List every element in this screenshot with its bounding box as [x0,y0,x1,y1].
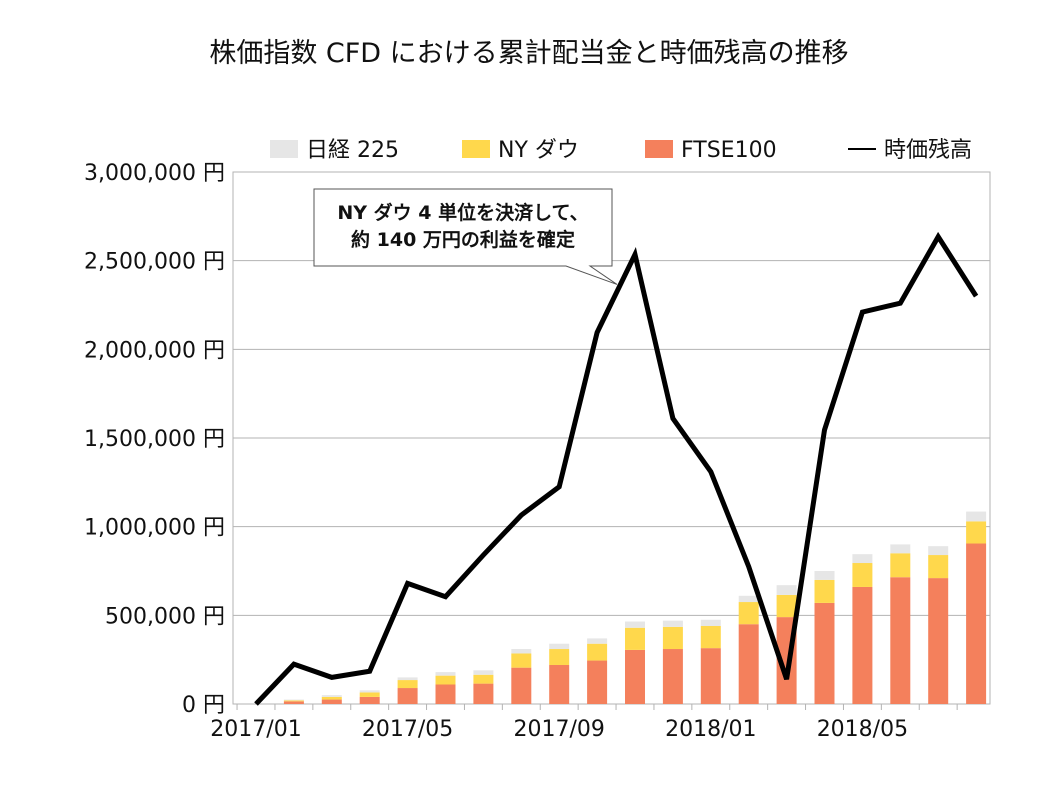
bar-FTSE100 [397,688,418,704]
bar-NY-ダウ [587,643,608,661]
bar-日経-225 [321,695,342,697]
bar-NY-ダウ [852,563,873,587]
bar-日経-225 [549,643,570,650]
bar-NY-ダウ [625,627,645,650]
bar-日経-225 [966,511,987,522]
bar-NY-ダウ [511,653,532,668]
bar-NY-ダウ [283,700,304,702]
bar-NY-ダウ [321,696,342,700]
y-tick-label: 0 円 [182,693,225,718]
bar-NY-ダウ [397,680,418,689]
bar-FTSE100 [700,648,721,704]
y-tick-label: 3,000,000 円 [84,161,225,186]
bar-FTSE100 [549,664,570,704]
bar-NY-ダウ [662,626,683,650]
bar-FTSE100 [852,586,873,704]
legend-swatch [270,140,298,158]
bar-FTSE100 [511,667,532,704]
bar-日経-225 [890,544,911,554]
bar-FTSE100 [473,683,494,704]
y-tick-label: 2,000,000 円 [84,338,225,363]
bar-NY-ダウ [738,602,759,625]
bar-日経-225 [852,554,873,564]
bar-FTSE100 [625,649,645,704]
bar-FTSE100 [359,696,380,704]
callout-text: NY ダウ 4 単位を決済して、 [337,201,588,224]
x-tick-label: 2017/01 [210,717,301,742]
bar-日経-225 [814,571,835,580]
callout-text: 約 140 万円の利益を確定 [351,228,575,251]
bar-FTSE100 [435,684,456,704]
legend: 日経 225 NY ダウ FTSE100 時価残高 [270,138,972,163]
bar-NY-ダウ [359,692,380,697]
bar-日経-225 [662,620,683,627]
bar-NY-ダウ [549,649,570,665]
bar-日経-225 [359,690,380,693]
bar-FTSE100 [966,543,987,704]
bar-NY-ダウ [473,674,494,684]
bar-NY-ダウ [700,625,721,649]
bar-日経-225 [625,621,645,628]
bar-日経-225 [700,619,721,626]
y-tick-label: 500,000 円 [105,604,225,629]
bar-FTSE100 [321,699,342,704]
bar-NY-ダウ [435,675,456,685]
bars [283,511,987,704]
x-tick-label: 2018/01 [665,717,756,742]
bar-FTSE100 [928,578,949,704]
y-tick-label: 1,500,000 円 [84,427,225,452]
line-jika-zandaka [254,231,979,706]
bar-FTSE100 [587,660,608,704]
bar-NY-ダウ [966,521,987,544]
bar-日経-225 [511,649,532,654]
y-tick-label: 1,000,000 円 [84,516,225,541]
bar-NY-ダウ [776,594,797,618]
x-tick-label: 2017/09 [513,717,604,742]
y-tick-label: 2,500,000 円 [84,250,225,275]
bar-日経-225 [928,546,949,556]
annotation-callout: NY ダウ 4 単位を決済して、約 140 万円の利益を確定 [313,188,618,285]
bar-日経-225 [587,638,608,644]
bar-FTSE100 [890,577,911,704]
bar-日経-225 [283,699,304,701]
line-series [254,231,979,706]
bar-日経-225 [738,595,759,603]
bar-日経-225 [397,677,418,681]
bar-NY-ダウ [928,555,949,579]
legend-swatch [462,140,490,158]
bar-FTSE100 [814,602,835,704]
callout-box [313,188,618,285]
bar-FTSE100 [738,624,759,704]
legend-label: 日経 225 [306,138,399,163]
bar-FTSE100 [283,701,304,704]
bar-NY-ダウ [890,553,911,578]
bar-NY-ダウ [814,579,835,603]
legend-label: NY ダウ [498,138,579,163]
chart-title: 株価指数 CFD における累計配当金と時価残高の推移 [209,38,848,69]
axes: 0 円 500,000 円 1,000,000 円 1,500,000 円 2,000,… [84,161,958,742]
bar-日経-225 [473,670,494,675]
bar-日経-225 [776,585,797,595]
x-tick-label: 2018/05 [817,717,908,742]
legend-label: 時価残高 [884,138,972,163]
legend-swatch [645,140,673,158]
bar-FTSE100 [662,649,683,704]
legend-label: FTSE100 [681,138,777,163]
x-tick-label: 2017/05 [362,717,453,742]
bar-日経-225 [435,672,456,676]
